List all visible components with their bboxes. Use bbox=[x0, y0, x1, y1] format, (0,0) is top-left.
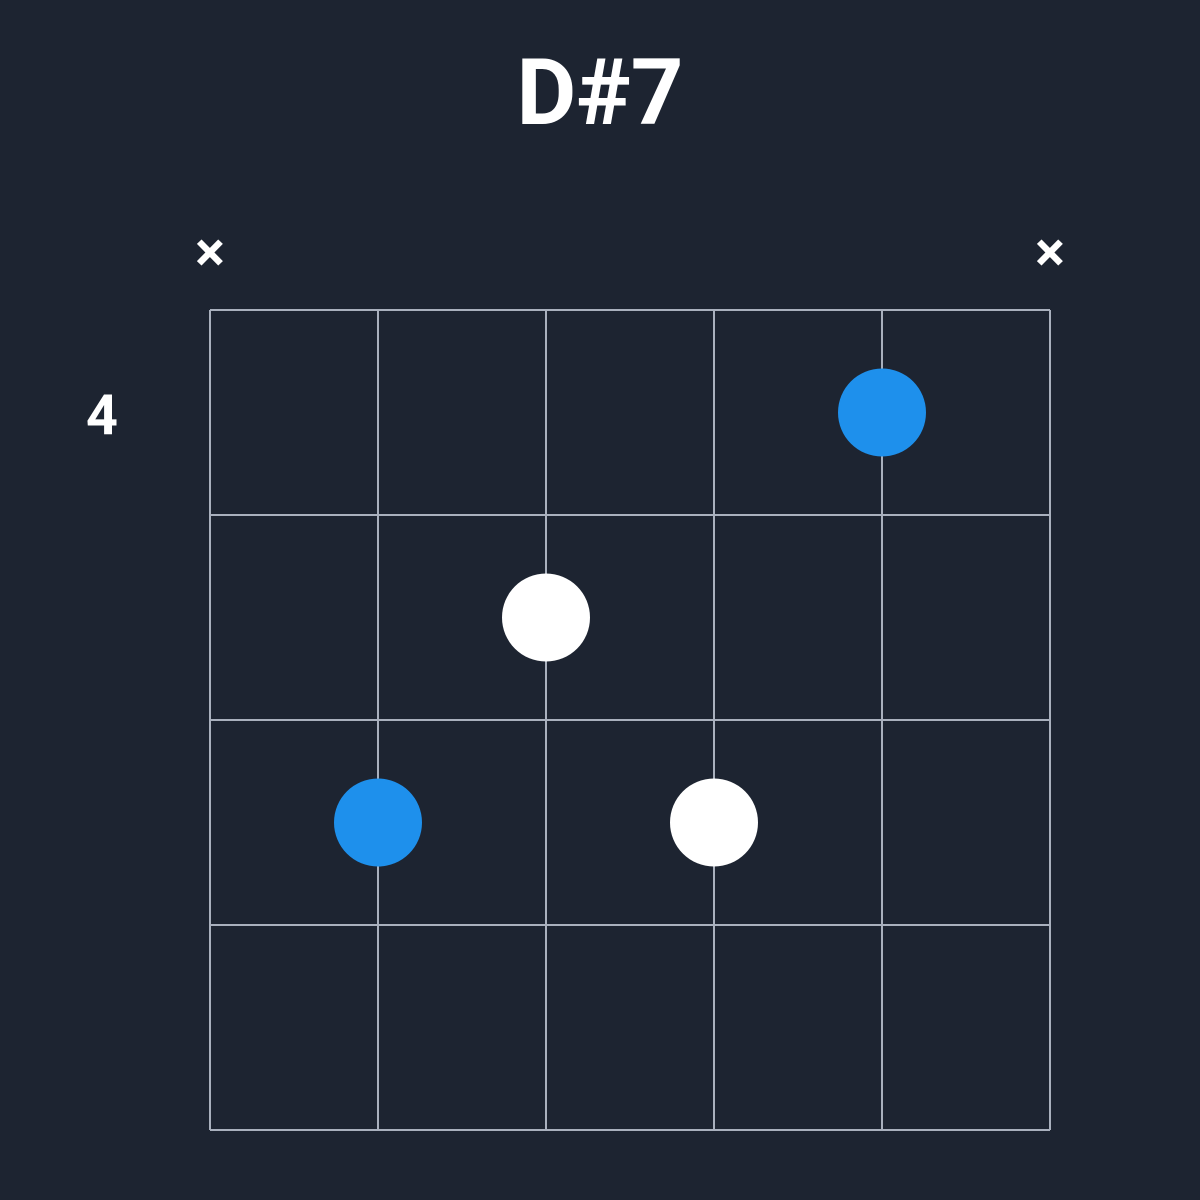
start-fret-label: 4 bbox=[58, 382, 118, 448]
chord-diagram: ×× D#7 4 bbox=[0, 0, 1200, 1200]
finger-dot bbox=[670, 779, 758, 867]
mute-marker: × bbox=[1035, 219, 1065, 285]
finger-dot bbox=[838, 369, 926, 457]
finger-dot bbox=[502, 574, 590, 662]
chord-name: D#7 bbox=[0, 40, 1200, 147]
finger-dot bbox=[334, 779, 422, 867]
mute-marker: × bbox=[195, 219, 225, 285]
chord-svg: ×× bbox=[0, 0, 1200, 1200]
